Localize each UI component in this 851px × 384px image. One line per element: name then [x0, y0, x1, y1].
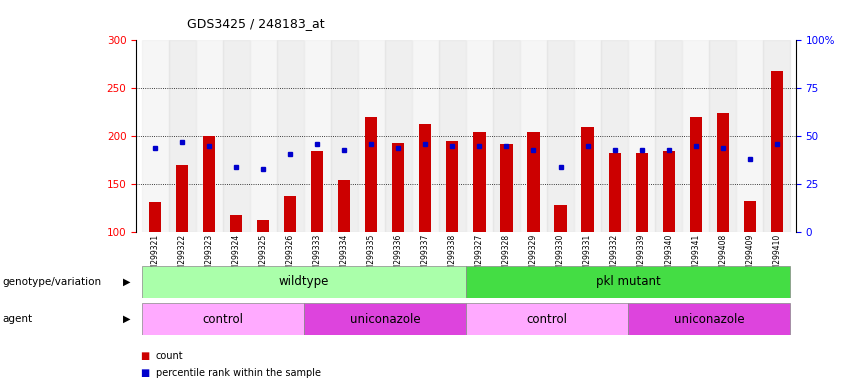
Bar: [230, 215, 243, 232]
Bar: [555, 205, 567, 232]
Bar: [500, 144, 512, 232]
Bar: [196, 40, 223, 232]
Text: control: control: [203, 313, 243, 326]
Bar: [176, 165, 188, 232]
Bar: [466, 40, 493, 232]
Bar: [466, 303, 628, 335]
Bar: [392, 143, 404, 232]
Bar: [717, 113, 728, 232]
Bar: [581, 127, 594, 232]
Bar: [466, 266, 791, 298]
Bar: [141, 40, 168, 232]
Text: ▶: ▶: [123, 277, 130, 287]
Bar: [683, 40, 709, 232]
Bar: [628, 303, 791, 335]
Bar: [574, 40, 601, 232]
Bar: [338, 180, 351, 232]
Bar: [473, 131, 486, 232]
Text: pkl mutant: pkl mutant: [596, 275, 660, 288]
Bar: [141, 303, 304, 335]
Bar: [249, 40, 277, 232]
Bar: [168, 40, 196, 232]
Bar: [655, 40, 683, 232]
Bar: [439, 40, 466, 232]
Bar: [331, 40, 357, 232]
Bar: [284, 196, 296, 232]
Bar: [601, 40, 628, 232]
Text: ▶: ▶: [123, 314, 130, 324]
Text: control: control: [527, 313, 568, 326]
Bar: [663, 151, 675, 232]
Bar: [304, 303, 466, 335]
Bar: [636, 152, 648, 232]
Text: ■: ■: [140, 351, 150, 361]
Bar: [257, 220, 269, 232]
Bar: [357, 40, 385, 232]
Bar: [385, 40, 412, 232]
Bar: [520, 40, 547, 232]
Text: count: count: [156, 351, 183, 361]
Bar: [528, 131, 540, 232]
Bar: [223, 40, 249, 232]
Bar: [311, 151, 323, 232]
Bar: [744, 200, 756, 232]
Bar: [446, 141, 459, 232]
Text: genotype/variation: genotype/variation: [3, 277, 101, 287]
Text: GDS3425 / 248183_at: GDS3425 / 248183_at: [187, 17, 325, 30]
Text: ■: ■: [140, 368, 150, 378]
Text: uniconazole: uniconazole: [350, 313, 420, 326]
Bar: [736, 40, 763, 232]
Text: uniconazole: uniconazole: [674, 313, 745, 326]
Bar: [709, 40, 736, 232]
Bar: [277, 40, 304, 232]
Text: percentile rank within the sample: percentile rank within the sample: [156, 368, 321, 378]
Bar: [771, 71, 783, 232]
Bar: [628, 40, 655, 232]
Text: wildtype: wildtype: [278, 275, 329, 288]
Bar: [203, 136, 215, 232]
Bar: [608, 152, 620, 232]
Bar: [304, 40, 331, 232]
Bar: [420, 124, 431, 232]
Bar: [689, 117, 702, 232]
Bar: [141, 266, 466, 298]
Bar: [493, 40, 520, 232]
Bar: [149, 202, 161, 232]
Bar: [412, 40, 439, 232]
Text: agent: agent: [3, 314, 32, 324]
Bar: [365, 117, 377, 232]
Bar: [763, 40, 791, 232]
Bar: [547, 40, 574, 232]
